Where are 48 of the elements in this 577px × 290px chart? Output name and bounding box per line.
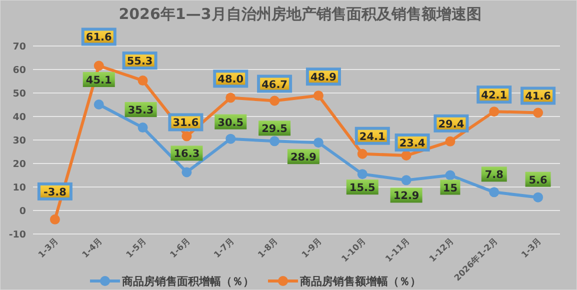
point bbox=[401, 175, 412, 186]
data-label: 55.3 bbox=[126, 56, 153, 68]
point bbox=[401, 150, 412, 161]
data-label: 29.5 bbox=[262, 123, 288, 136]
data-label: 45.1 bbox=[86, 74, 112, 87]
data-label: 42.1 bbox=[481, 90, 508, 102]
point bbox=[533, 192, 544, 202]
point bbox=[357, 148, 368, 159]
data-label: 48.9 bbox=[310, 72, 336, 84]
data-label: 12.9 bbox=[393, 190, 420, 202]
data-label: 23.4 bbox=[399, 138, 426, 150]
point bbox=[313, 138, 324, 148]
point bbox=[445, 170, 456, 180]
data-label: 46.7 bbox=[262, 78, 288, 91]
point bbox=[445, 136, 456, 146]
point bbox=[533, 108, 544, 118]
data-label: 48.0 bbox=[218, 74, 244, 86]
point bbox=[270, 96, 280, 106]
point bbox=[138, 76, 148, 86]
point bbox=[94, 100, 104, 110]
data-label: 5.6 bbox=[528, 174, 548, 186]
point bbox=[489, 106, 500, 117]
data-label: 15.5 bbox=[349, 182, 376, 194]
point bbox=[138, 122, 148, 133]
title: 2026年1—3月自治州房地产销售面积及销售额增速图 bbox=[118, 5, 482, 23]
data-label: 29.4 bbox=[438, 118, 464, 130]
data-label: 28.9 bbox=[290, 152, 316, 164]
point bbox=[357, 169, 368, 180]
point bbox=[313, 90, 324, 101]
point bbox=[270, 136, 280, 146]
data-label: 31.6 bbox=[172, 117, 199, 130]
point bbox=[226, 92, 236, 103]
data-label: 16.3 bbox=[174, 148, 200, 160]
point bbox=[182, 167, 192, 178]
point bbox=[489, 187, 500, 198]
point bbox=[226, 134, 236, 144]
point bbox=[50, 214, 60, 224]
data-label: 61.6 bbox=[86, 32, 112, 44]
point bbox=[94, 60, 104, 71]
legend-label: 商品房销售面积增幅（％） bbox=[121, 275, 254, 288]
legend-label: 商品房销售额增幅（％） bbox=[299, 275, 421, 288]
point bbox=[182, 131, 192, 142]
data-label: -3.8 bbox=[43, 186, 66, 198]
data-label: 30.5 bbox=[218, 116, 244, 129]
data-label: 41.6 bbox=[525, 90, 552, 103]
data-label: 7.8 bbox=[484, 169, 504, 182]
data-label: 35.3 bbox=[128, 104, 154, 117]
data-label: 24.1 bbox=[359, 130, 386, 143]
